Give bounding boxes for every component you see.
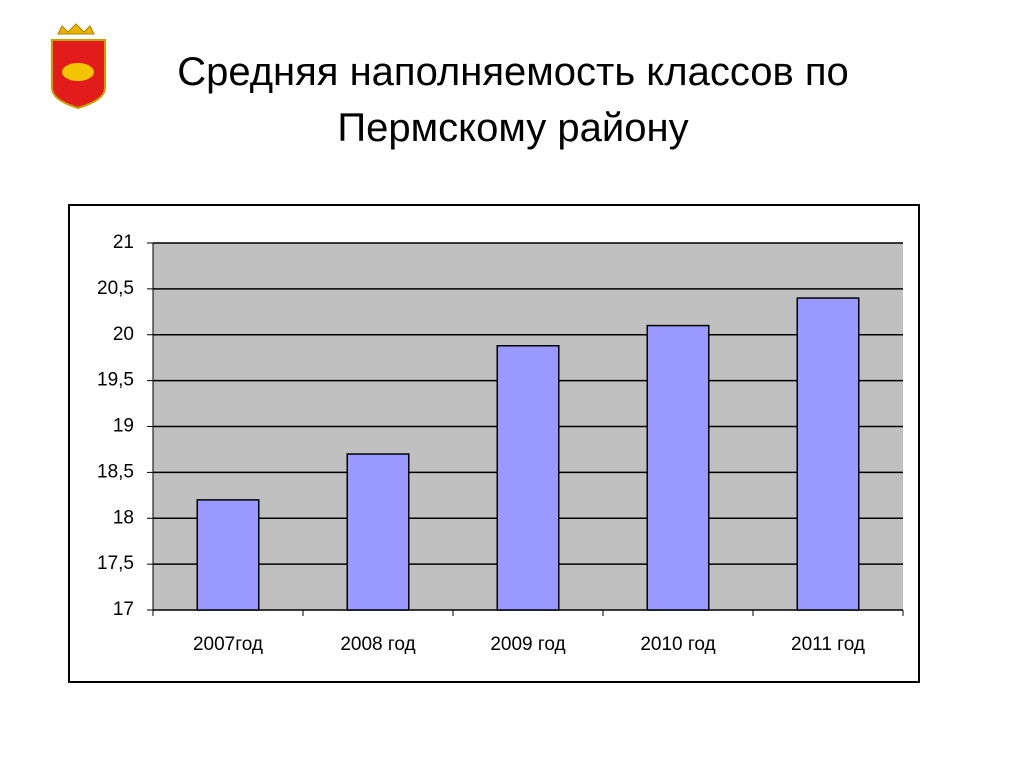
x-tick-label: 2007год bbox=[193, 634, 263, 655]
bar bbox=[646, 324, 710, 611]
y-tick-label: 17,5 bbox=[97, 553, 134, 574]
logo bbox=[51, 23, 106, 110]
y-tick-label: 21 bbox=[113, 232, 134, 253]
y-tick-label: 20 bbox=[113, 324, 134, 345]
bar bbox=[196, 499, 260, 611]
y-tick-label: 19 bbox=[113, 416, 134, 437]
y-tick-label: 20,5 bbox=[97, 278, 134, 299]
y-tick-label: 18,5 bbox=[97, 461, 134, 482]
bar bbox=[496, 345, 560, 611]
y-tick-label: 17 bbox=[113, 599, 134, 620]
x-tick-label: 2011 год bbox=[791, 634, 865, 655]
chart-title: Средняя наполняемость классов по Пермско… bbox=[177, 50, 849, 150]
y-tick-label: 19,5 bbox=[97, 370, 134, 391]
bar bbox=[796, 297, 860, 611]
x-tick-label: 2008 год bbox=[340, 634, 415, 655]
bar bbox=[346, 453, 410, 611]
y-tick-label: 18 bbox=[113, 507, 134, 528]
x-tick-label: 2009 год bbox=[490, 634, 565, 655]
x-tick-label: 2010 год bbox=[640, 634, 715, 655]
